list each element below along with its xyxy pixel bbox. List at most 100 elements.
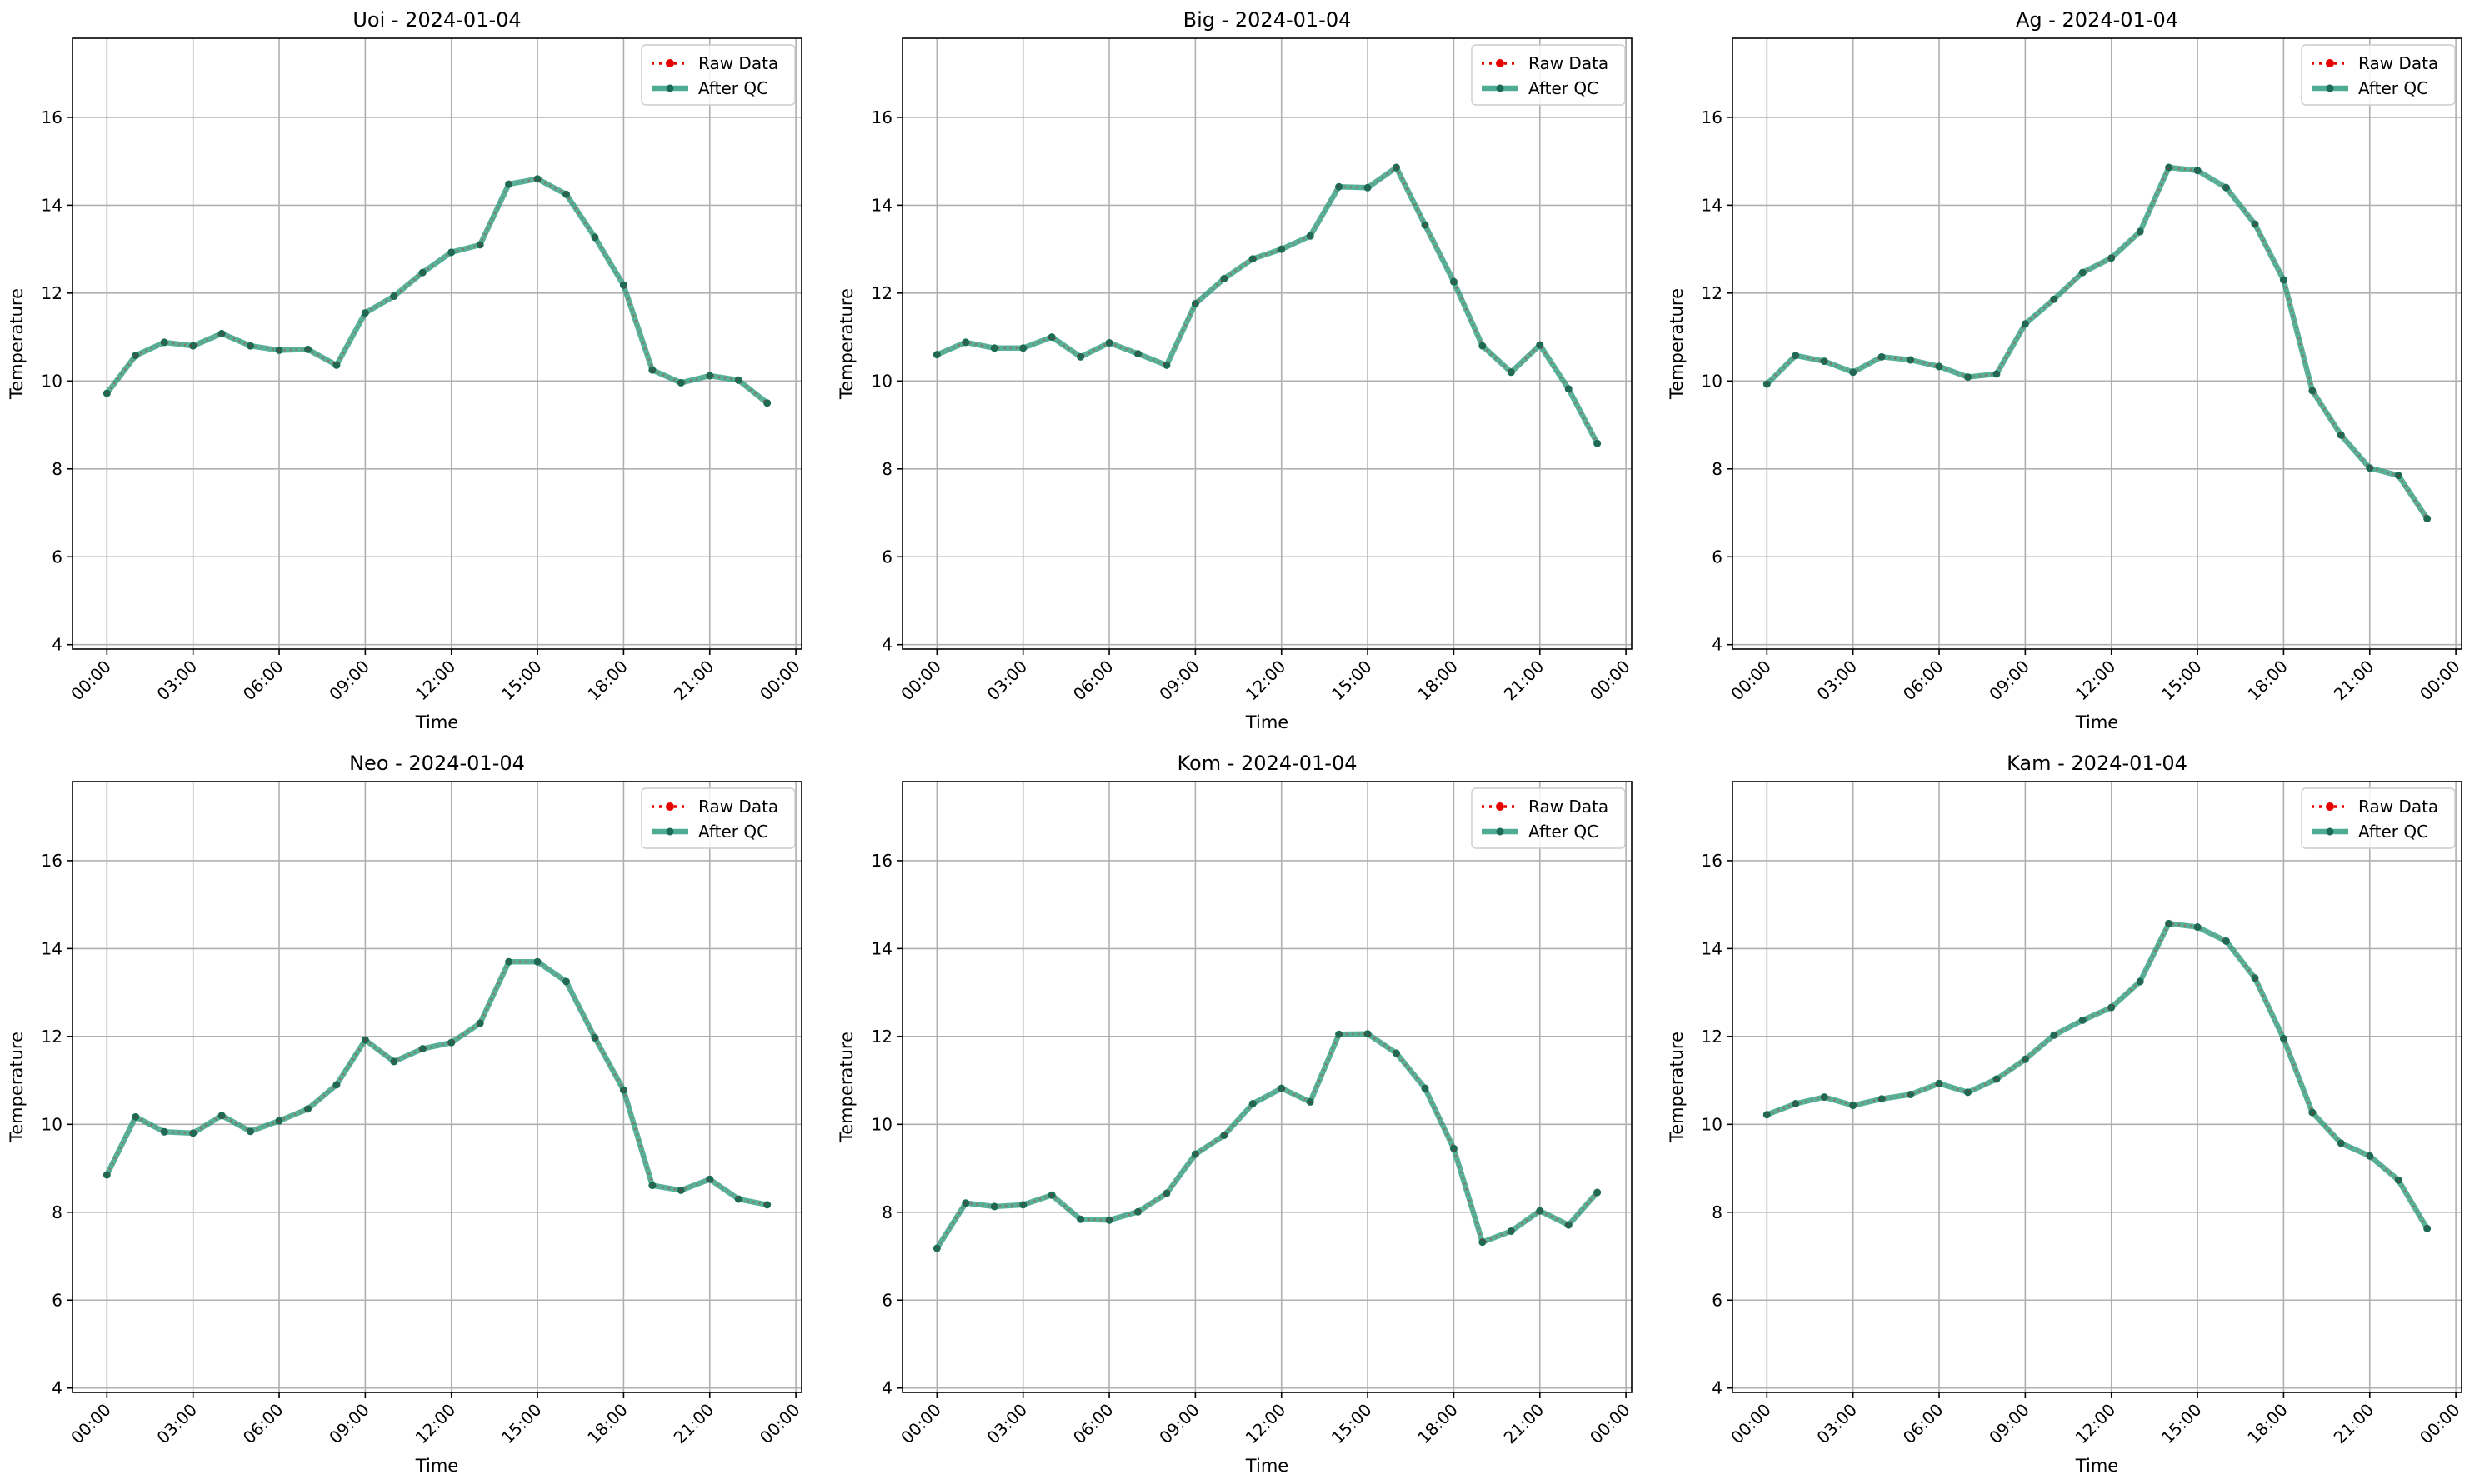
x-tick-label: 15:00 bbox=[1328, 657, 1376, 705]
data-point-after-qc bbox=[1077, 1215, 1085, 1223]
data-point-after-qc bbox=[1048, 1191, 1056, 1199]
data-point-after-qc bbox=[247, 342, 255, 350]
legend: Raw Data After QC bbox=[641, 44, 796, 106]
y-axis-label: Temperature bbox=[837, 1032, 857, 1143]
data-point-after-qc bbox=[1077, 352, 1085, 361]
chart-panel-1: 4 6 8 10 12 14 16 00:00 03:00 06:00 09:00 12:00 15:0… bbox=[7, 8, 804, 732]
data-point-after-qc bbox=[275, 346, 283, 354]
data-point-after-qc bbox=[2279, 1034, 2288, 1042]
legend-label-after-qc: After QC bbox=[2358, 78, 2428, 98]
data-point-after-qc bbox=[2308, 1108, 2317, 1117]
y-tick-label: 8 bbox=[882, 459, 892, 479]
legend-marker-raw-data bbox=[666, 802, 674, 811]
x-tick-label: 00:00 bbox=[67, 1400, 115, 1448]
data-point-after-qc bbox=[1536, 1207, 1544, 1215]
y-tick-label: 10 bbox=[872, 371, 892, 391]
series-line-raw-data bbox=[106, 960, 768, 1207]
y-tick-label: 10 bbox=[42, 371, 62, 391]
series-line-after-qc bbox=[1765, 164, 2430, 521]
data-point-after-qc bbox=[2108, 254, 2116, 262]
y-tick-label: 16 bbox=[872, 107, 892, 127]
x-axis-label: Time bbox=[415, 1456, 458, 1476]
data-point-after-qc bbox=[706, 372, 714, 380]
x-tick-label: 03:00 bbox=[1812, 657, 1861, 705]
data-point-after-qc bbox=[1105, 338, 1113, 347]
data-point-after-qc bbox=[962, 1199, 970, 1207]
data-point-after-qc bbox=[418, 1045, 427, 1053]
data-point-after-qc bbox=[1907, 356, 1915, 364]
x-tick-label: 12:00 bbox=[412, 1400, 460, 1448]
legend-label-after-qc: After QC bbox=[698, 78, 768, 98]
legend: Raw Data After QC bbox=[2301, 44, 2456, 106]
y-tick-label: 6 bbox=[882, 547, 892, 567]
legend-label-after-qc: After QC bbox=[698, 822, 768, 842]
data-point-after-qc bbox=[1105, 1216, 1113, 1224]
data-point-after-qc bbox=[448, 1038, 456, 1047]
y-tick-label: 4 bbox=[52, 635, 62, 655]
data-point-after-qc bbox=[390, 292, 398, 301]
data-point-after-qc bbox=[2136, 977, 2144, 986]
y-tick-label: 6 bbox=[1712, 1290, 1722, 1310]
data-point-after-qc bbox=[990, 344, 998, 352]
data-point-after-qc bbox=[2021, 1055, 2029, 1063]
data-point-after-qc bbox=[448, 248, 456, 257]
y-tick-label: 12 bbox=[42, 283, 62, 303]
legend-marker-raw-data bbox=[2326, 802, 2334, 811]
chart-title: Uoi - 2024-01-04 bbox=[352, 8, 521, 32]
axes-frame bbox=[902, 781, 1632, 1393]
data-point-after-qc bbox=[1849, 368, 1858, 377]
legend-label-raw-data: Raw Data bbox=[1528, 797, 1608, 817]
data-point-after-qc bbox=[2050, 1031, 2058, 1039]
data-point-after-qc bbox=[332, 1081, 341, 1089]
data-point-after-qc bbox=[2136, 227, 2144, 236]
data-point-after-qc bbox=[932, 1244, 941, 1252]
data-point-after-qc bbox=[1133, 350, 1142, 358]
data-point-after-qc bbox=[1278, 1084, 1286, 1092]
x-tick-label: 00:00 bbox=[756, 1400, 804, 1448]
data-point-after-qc bbox=[102, 389, 111, 397]
x-tick-label: 00:00 bbox=[1586, 657, 1634, 705]
x-tick-label: 18:00 bbox=[2243, 1400, 2292, 1448]
data-point-after-qc bbox=[1507, 368, 1515, 377]
data-point-after-qc bbox=[1392, 1049, 1401, 1057]
data-point-after-qc bbox=[2078, 268, 2087, 277]
data-point-after-qc bbox=[648, 366, 657, 374]
data-point-after-qc bbox=[533, 957, 542, 966]
data-point-after-qc bbox=[1507, 1227, 1515, 1235]
data-point-after-qc bbox=[1306, 1097, 1314, 1106]
data-point-after-qc bbox=[1935, 362, 1943, 371]
data-point-after-qc bbox=[2078, 1016, 2087, 1024]
x-tick-label: 03:00 bbox=[1812, 1400, 1861, 1448]
data-point-after-qc bbox=[2165, 919, 2173, 927]
y-tick-label: 14 bbox=[872, 938, 892, 958]
chart-title: Big - 2024-01-04 bbox=[1183, 8, 1352, 32]
data-point-after-qc bbox=[2366, 1152, 2374, 1160]
data-point-after-qc bbox=[160, 1127, 168, 1136]
y-tick-label: 10 bbox=[1702, 371, 1722, 391]
legend-label-after-qc: After QC bbox=[2358, 822, 2428, 842]
series-line-after-qc bbox=[1766, 921, 2430, 1230]
y-tick-label: 8 bbox=[52, 459, 62, 479]
legend-label-after-qc: After QC bbox=[1528, 78, 1598, 98]
data-point-after-qc bbox=[1133, 1207, 1142, 1216]
data-point-after-qc bbox=[2222, 937, 2231, 945]
x-tick-label: 18:00 bbox=[1413, 657, 1462, 705]
data-point-after-qc bbox=[2050, 295, 2058, 303]
series-line-after-qc bbox=[934, 1031, 1600, 1250]
x-tick-label: 15:00 bbox=[1328, 1400, 1376, 1448]
x-tick-label: 09:00 bbox=[325, 1400, 373, 1448]
data-point-after-qc bbox=[533, 175, 542, 183]
data-point-after-qc bbox=[2193, 167, 2202, 175]
data-point-after-qc bbox=[1792, 1100, 1800, 1108]
x-tick-label: 12:00 bbox=[2072, 1400, 2120, 1448]
y-tick-label: 16 bbox=[872, 851, 892, 871]
data-point-after-qc bbox=[619, 1086, 628, 1094]
x-tick-label: 00:00 bbox=[1727, 1400, 1775, 1448]
y-tick-label: 8 bbox=[1712, 1202, 1722, 1222]
x-tick-label: 06:00 bbox=[1069, 1400, 1118, 1448]
x-axis-label: Time bbox=[1245, 712, 1288, 732]
data-point-after-qc bbox=[2251, 220, 2259, 228]
x-tick-label: 00:00 bbox=[2416, 1400, 2464, 1448]
legend-label-raw-data: Raw Data bbox=[1528, 53, 1608, 73]
x-tick-label: 06:00 bbox=[1069, 657, 1118, 705]
